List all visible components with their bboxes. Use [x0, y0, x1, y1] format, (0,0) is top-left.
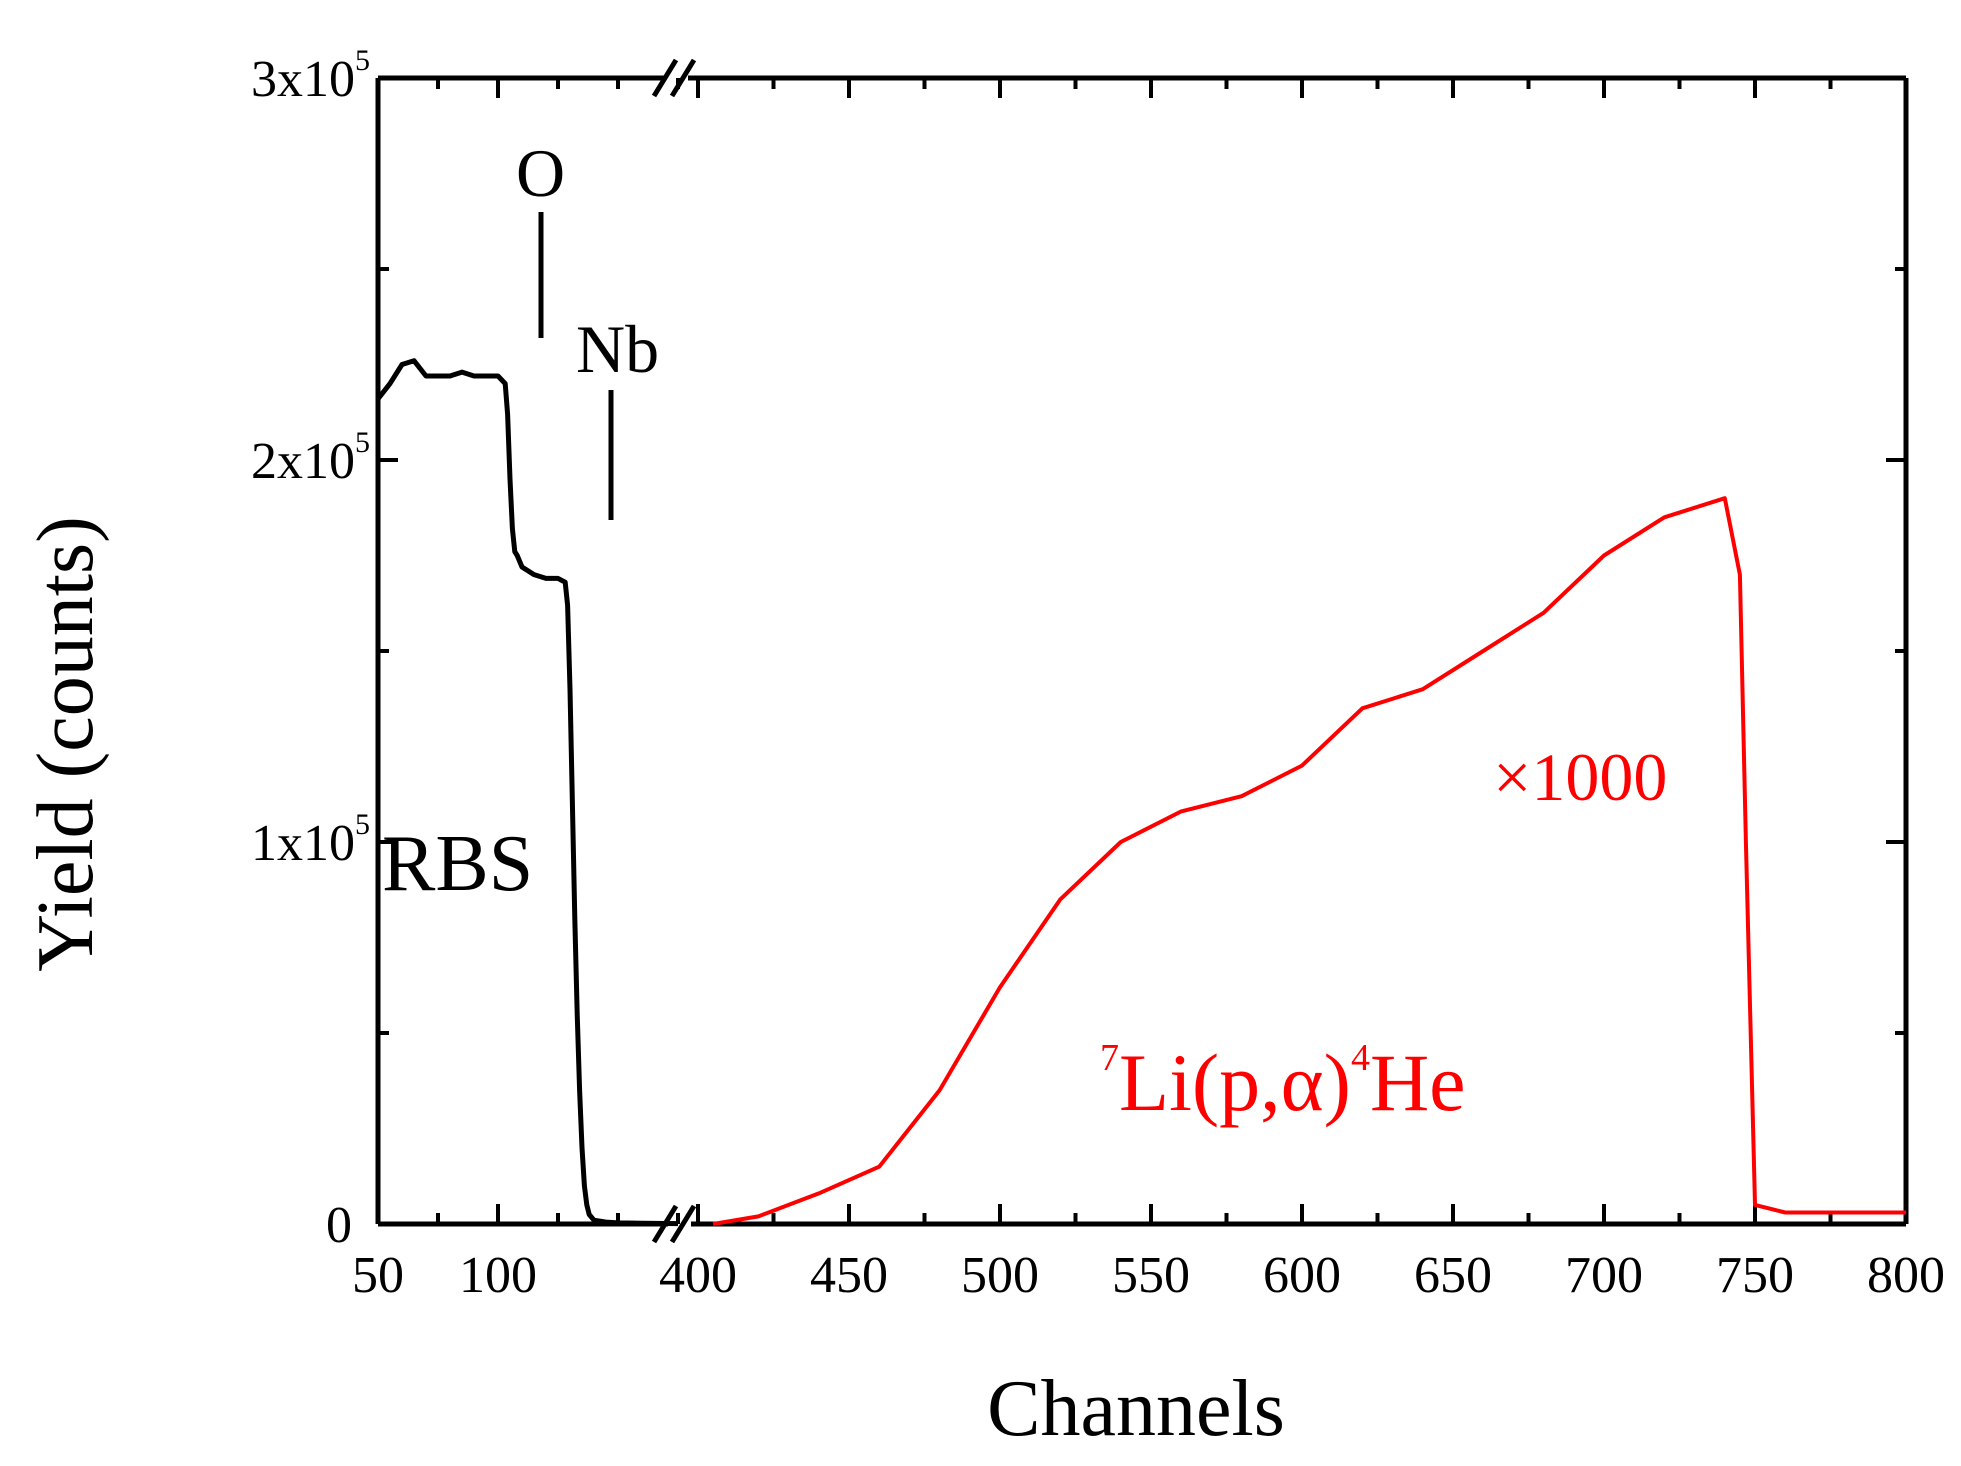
y-tick-label: 0 — [326, 1197, 352, 1254]
x-tick-labels: 50 100 400 450 500 550 600 650 700 750 800 — [352, 1247, 1945, 1304]
axis-break-mark — [669, 58, 697, 98]
rbs-series-line — [376, 358, 679, 1227]
y-tick-labels: 0 1x105 2x105 3x105 — [251, 44, 370, 1254]
data-series — [376, 358, 1906, 1227]
x-tick-label: 800 — [1867, 1247, 1945, 1304]
x-tick-label: 50 — [352, 1247, 404, 1304]
nra-series-line — [712, 496, 1906, 1226]
reaction-superscript-7: 7 — [1100, 1037, 1119, 1079]
x-tick-label: 400 — [659, 1247, 737, 1304]
x-axis-title: Channels — [987, 1365, 1285, 1453]
x-tick-label: 500 — [961, 1247, 1039, 1304]
reaction-body: Li(p,α) — [1119, 1037, 1351, 1128]
y-tick-label: 2x105 — [251, 426, 370, 490]
x-tick-label: 450 — [810, 1247, 888, 1304]
x-tick-label: 650 — [1414, 1247, 1492, 1304]
y-tick-label: 3x105 — [251, 44, 370, 108]
scale-factor-label: ×1000 — [1493, 739, 1667, 815]
y-axis-title: Yield (counts) — [22, 516, 110, 971]
x-tick-label: 550 — [1112, 1247, 1190, 1304]
x-tick-label: 600 — [1263, 1247, 1341, 1304]
axis-ticks — [376, 76, 1908, 1226]
reaction-label: 7Li(p,α)4He — [1100, 1037, 1466, 1128]
reaction-superscript-4: 4 — [1351, 1037, 1370, 1079]
x-tick-label: 750 — [1716, 1247, 1794, 1304]
axis-break-mark — [651, 1204, 679, 1244]
axis-break-mark — [669, 1204, 697, 1244]
x-tick-label: 700 — [1565, 1247, 1643, 1304]
oxygen-label: O — [516, 135, 565, 211]
rbs-label: RBS — [382, 820, 533, 908]
axis-break-marks — [651, 58, 697, 1244]
niobium-label: Nb — [576, 311, 659, 387]
y-tick-label: 1x105 — [251, 808, 370, 872]
reaction-he: He — [1370, 1037, 1466, 1128]
axis-break-mark — [651, 58, 679, 98]
x-tick-label: 100 — [459, 1247, 537, 1304]
